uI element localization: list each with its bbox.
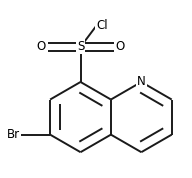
Text: Cl: Cl	[96, 19, 108, 32]
Text: N: N	[137, 75, 146, 88]
Text: O: O	[116, 40, 125, 53]
Text: S: S	[77, 40, 84, 53]
Text: Br: Br	[7, 128, 20, 141]
Text: O: O	[36, 40, 46, 53]
